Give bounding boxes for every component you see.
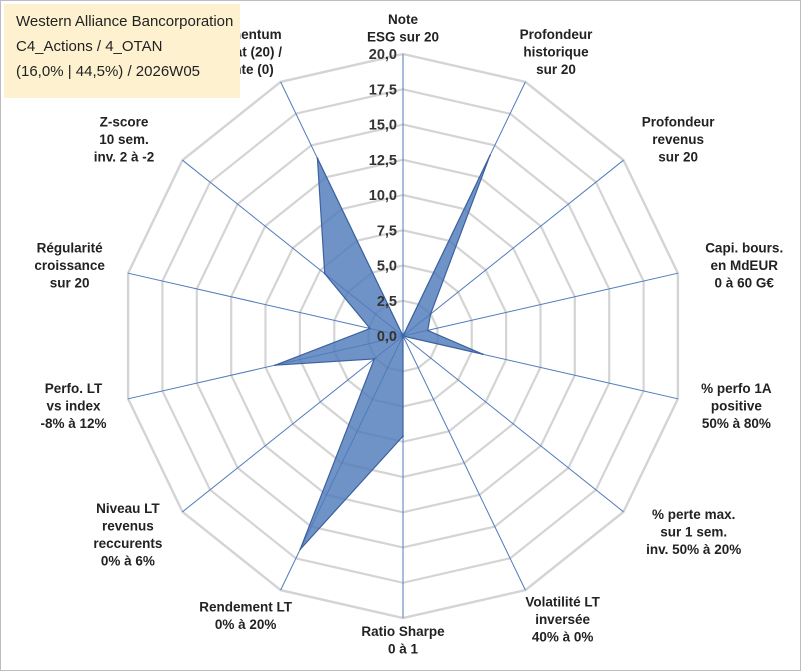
- axis-label-3-line-2: 0 à 60 G€: [715, 276, 775, 291]
- title-stats: (16,0% | 44,5%) / 2026W05: [16, 63, 200, 80]
- axis-labels: Note ESG sur 20 Profondeur historique sur 20…: [34, 12, 783, 657]
- axis-label-8: Rendement LT 0% à 20%: [199, 600, 293, 633]
- data-point-9: [373, 358, 376, 360]
- axis-label-12-line-2: inv. 2 à -2: [94, 149, 155, 164]
- axis-label-9: Niveau LT revenus reccurents 0% à 6%: [93, 501, 162, 569]
- radar-series: [274, 154, 491, 551]
- axis-label-1-line-0: Profondeur: [520, 27, 593, 42]
- axis-label-5-line-1: sur 1 sem.: [660, 525, 727, 540]
- series-area-0: [274, 155, 491, 550]
- axis-label-9-line-0: Niveau LT: [96, 501, 160, 516]
- data-point-7: [402, 435, 404, 437]
- spoke-3: [402, 272, 679, 337]
- axis-label-2-line-2: sur 20: [658, 149, 698, 164]
- axis-label-11-line-2: sur 20: [50, 276, 90, 291]
- axis-label-12-line-0: Z-score: [100, 114, 149, 129]
- axis-label-6-line-1: inversée: [535, 612, 590, 627]
- axis-label-5: % perte max. sur 1 sem. inv. 50% à 20%: [646, 507, 741, 557]
- axis-label-4-line-0: % perfo 1A: [701, 381, 772, 396]
- data-point-3: [426, 329, 429, 332]
- tick-label-8: 20,0: [369, 47, 397, 63]
- axis-label-10-line-0: Perfo. LT: [45, 381, 103, 396]
- axis-label-3: Capi. bours. en MdEUR 0 à 60 G€: [705, 241, 783, 291]
- axis-label-9-line-1: revenus: [102, 519, 154, 534]
- axis-label-11: Régularité croissance sur 20: [34, 241, 105, 291]
- spoke-5: [402, 335, 624, 513]
- axis-label-7-line-1: 0 à 1: [388, 642, 419, 657]
- data-point-10: [274, 364, 277, 367]
- axis-label-8-line-0: Rendement LT: [199, 600, 293, 615]
- axis-label-6-line-0: Volatilité LT: [525, 595, 600, 610]
- chart-title-box: Western Alliance Bancorporation C4_Actio…: [4, 4, 240, 98]
- spoke-6: [402, 335, 526, 591]
- axis-label-10-line-1: vs index: [46, 398, 101, 413]
- tick-label-6: 15,0: [369, 118, 397, 134]
- axis-label-7: Ratio Sharpe 0 à 1: [361, 624, 445, 657]
- axis-label-11-line-0: Régularité: [37, 241, 104, 256]
- axis-label-3-line-1: en MdEUR: [710, 258, 778, 273]
- axis-label-12: Z-score 10 sem. inv. 2 à -2: [94, 114, 155, 164]
- title-category: C4_Actions / 4_OTAN: [16, 38, 163, 55]
- data-point-6: [402, 335, 404, 337]
- data-point-8: [299, 548, 302, 551]
- axis-label-8-line-1: 0% à 20%: [215, 617, 277, 632]
- tick-label-3: 7,5: [377, 223, 397, 239]
- axis-label-1-line-2: sur 20: [536, 62, 576, 77]
- axis-label-10-line-2: -8% à 12%: [40, 416, 106, 431]
- axis-label-12-line-1: 10 sem.: [99, 132, 149, 147]
- axis-label-5-line-0: % perte max.: [652, 507, 735, 522]
- tick-label-2: 5,0: [377, 259, 397, 275]
- tick-label-1: 2,5: [377, 294, 397, 310]
- axis-label-2-line-0: Profondeur: [642, 114, 715, 129]
- data-point-11: [369, 327, 371, 330]
- spoke-9: [182, 335, 404, 513]
- axis-label-1-line-1: historique: [523, 44, 589, 59]
- data-point-12: [323, 272, 326, 275]
- axis-label-1: Profondeur historique sur 20: [520, 27, 593, 77]
- axis-label-2-line-1: revenus: [652, 132, 704, 147]
- spoke-2: [402, 159, 624, 337]
- axis-label-4-line-2: 50% à 80%: [702, 416, 771, 431]
- data-point-13: [316, 157, 319, 160]
- axis-label-2: Profondeur revenus sur 20: [642, 114, 715, 164]
- tick-label-0: 0,0: [377, 329, 397, 345]
- tick-label-5: 12,5: [369, 153, 397, 169]
- axis-label-0-line-1: ESG sur 20: [367, 30, 439, 45]
- axis-label-6: Volatilité LT inversée 40% à 0%: [525, 595, 600, 645]
- axis-label-11-line-1: croissance: [34, 258, 105, 273]
- axis-label-4: % perfo 1A positive 50% à 80%: [701, 381, 772, 431]
- axis-label-6-line-2: 40% à 0%: [532, 630, 594, 645]
- spoke-11: [127, 272, 404, 337]
- data-point-4: [481, 353, 484, 356]
- data-point-1: [489, 154, 491, 157]
- tick-label-4: 10,0: [369, 188, 397, 204]
- axis-label-7-line-0: Ratio Sharpe: [361, 624, 445, 639]
- tick-label-7: 17,5: [369, 82, 397, 98]
- radial-tick-labels: 0,0 2,5 5,0 7,5 10,0 12,5 15,0 17,5 20,0: [369, 47, 397, 345]
- axis-label-5-line-2: inv. 50% à 20%: [646, 542, 741, 557]
- title-company: Western Alliance Bancorporation: [16, 13, 234, 30]
- axis-label-9-line-2: reccurents: [93, 536, 162, 551]
- axis-label-4-line-1: positive: [711, 398, 763, 413]
- axis-label-3-line-0: Capi. bours.: [705, 241, 783, 256]
- axis-label-10: Perfo. LT vs index -8% à 12%: [40, 381, 106, 431]
- axis-label-0-line-0: Note: [388, 12, 418, 27]
- axis-label-9-line-3: 0% à 6%: [101, 554, 155, 569]
- data-point-2: [429, 313, 432, 315]
- axis-label-0: Note ESG sur 20: [367, 12, 439, 45]
